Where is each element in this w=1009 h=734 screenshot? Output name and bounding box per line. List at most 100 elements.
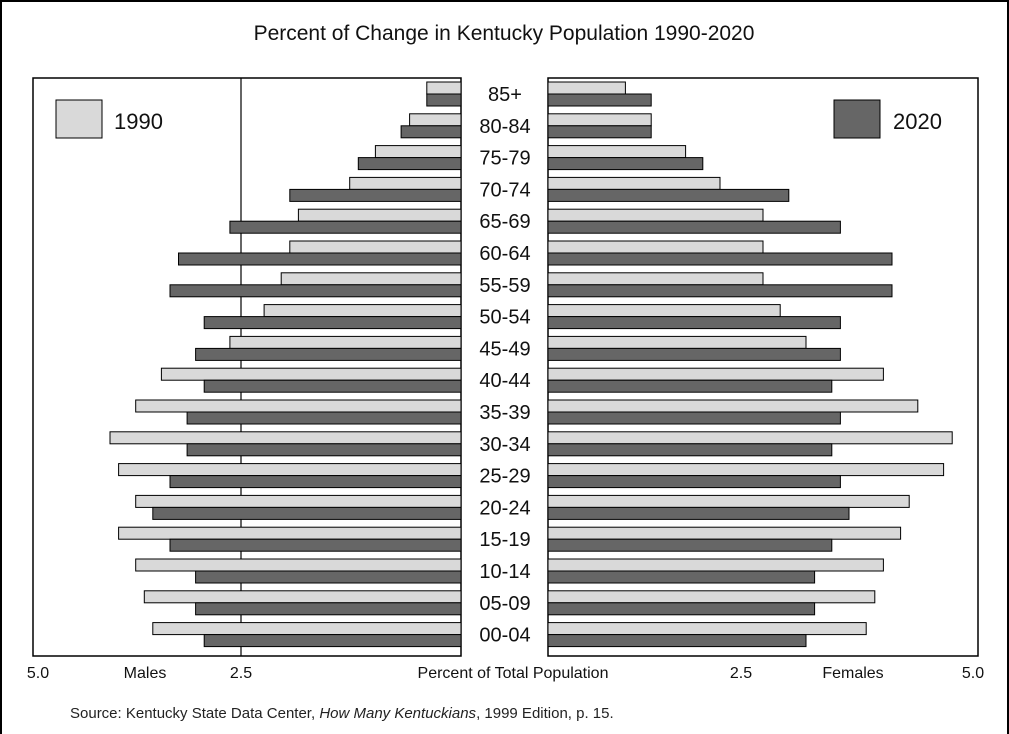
bar-female-2020-10-14 [547,570,816,584]
category-label-85+: 85+ [488,84,522,106]
bar-male-1990-05-09 [143,590,462,604]
bar-male-1990-70-74 [349,176,462,190]
bar-male-1990-50-54 [263,304,462,318]
category-label-50-54: 50-54 [479,307,530,329]
bar-female-2020-05-09 [547,602,816,616]
bar-female-1990-00-04 [547,622,867,636]
bar-male-2020-20-24 [152,506,462,520]
legend-1990-swatch [55,99,103,139]
bar-male-1990-40-44 [160,367,462,381]
bar-female-2020-65-69 [547,220,841,234]
females-panel [547,77,979,657]
category-label-65-69: 65-69 [479,211,530,233]
category-label-45-49: 45-49 [479,338,530,360]
females-label: Females [822,665,883,682]
bar-female-1990-55-59 [547,272,764,286]
bar-male-1990-25-29 [118,463,462,477]
bar-female-1990-80-84 [547,113,652,127]
bar-female-2020-15-19 [547,538,833,552]
bar-male-1990-80-84 [409,113,462,127]
category-label-15-19: 15-19 [479,529,530,551]
category-label-40-44: 40-44 [479,370,530,392]
source-suffix: , 1999 Edition, p. 15. [476,705,614,722]
bar-male-2020-50-54 [203,316,462,330]
bar-female-2020-00-04 [547,634,807,648]
category-label-55-59: 55-59 [479,275,530,297]
males-label: Males [124,665,167,682]
x-tick-left-5: 5.0 [27,665,49,682]
bar-female-1990-50-54 [547,304,781,318]
bar-male-2020-30-34 [186,443,462,457]
category-label-00-04: 00-04 [479,625,530,647]
category-label-80-84: 80-84 [479,116,530,138]
bar-female-2020-25-29 [547,475,841,489]
bar-female-2020-50-54 [547,316,841,330]
source-title: How Many Kentuckians [319,705,477,722]
bar-female-2020-55-59 [547,284,893,298]
bar-male-2020-15-19 [169,538,462,552]
category-label-25-29: 25-29 [479,466,530,488]
bar-female-2020-70-74 [547,188,790,202]
bar-female-2020-80-84 [547,125,652,139]
bar-male-1990-45-49 [229,335,462,349]
legend-1990-label: 1990 [114,109,163,134]
bar-male-2020-65-69 [229,220,462,234]
bar-female-2020-85+ [547,93,652,107]
bar-male-2020-40-44 [203,379,462,393]
source-prefix: Source: Kentucky State Data Center, [70,705,320,722]
category-label-30-34: 30-34 [479,434,530,456]
bar-female-1990-20-24 [547,494,910,508]
x-tick-right-2-5: 2.5 [730,665,752,682]
x-tick-left-2-5: 2.5 [230,665,252,682]
bar-female-1990-60-64 [547,240,764,254]
bar-female-2020-20-24 [547,506,850,520]
bar-female-1990-25-29 [547,463,945,477]
bar-male-1990-10-14 [135,558,462,572]
source-note: Source: Kentucky State Data Center, How … [70,705,614,722]
x-tick-right-5: 5.0 [962,665,984,682]
bar-male-1990-35-39 [135,399,462,413]
bar-male-1990-85+ [426,81,462,95]
bar-male-1990-60-64 [289,240,462,254]
bar-male-2020-70-74 [289,188,462,202]
legend-2020-swatch [833,99,881,139]
bar-female-1990-35-39 [547,399,919,413]
bar-male-2020-00-04 [203,634,462,648]
bar-female-2020-45-49 [547,347,841,361]
bar-male-2020-55-59 [169,284,462,298]
category-label-75-79: 75-79 [479,148,530,170]
bar-female-2020-60-64 [547,252,893,266]
bar-male-2020-85+ [426,93,462,107]
bar-female-1990-40-44 [547,367,884,381]
bar-male-2020-35-39 [186,411,462,425]
bar-male-2020-45-49 [195,347,462,361]
x-axis-label: Percent of Total Population [418,665,609,682]
chart-title: Percent of Change in Kentucky Population… [254,22,755,45]
bar-female-1990-85+ [547,81,626,95]
bar-female-1990-65-69 [547,208,764,222]
bar-male-2020-75-79 [357,157,462,171]
category-label-05-09: 05-09 [479,593,530,615]
bar-female-1990-15-19 [547,526,902,540]
bars-group [109,81,953,648]
category-label-35-39: 35-39 [479,402,530,424]
males-panel [32,77,462,657]
bar-female-2020-35-39 [547,411,841,425]
bar-male-1990-65-69 [297,208,462,222]
category-label-60-64: 60-64 [479,243,530,265]
category-label-10-14: 10-14 [479,561,530,583]
category-labels: 85+ 80-84 75-79 70-74 65-69 60-64 55-59 50-54 45… [479,84,530,647]
bar-female-2020-75-79 [547,157,704,171]
bar-female-1990-45-49 [547,335,807,349]
bar-female-2020-40-44 [547,379,833,393]
bar-male-1990-75-79 [374,145,462,159]
bar-female-1990-70-74 [547,176,721,190]
bar-male-1990-00-04 [152,622,462,636]
bar-male-2020-05-09 [195,602,462,616]
bar-male-2020-10-14 [195,570,462,584]
bar-male-2020-60-64 [178,252,462,266]
bar-female-1990-10-14 [547,558,884,572]
bar-male-1990-55-59 [280,272,462,286]
